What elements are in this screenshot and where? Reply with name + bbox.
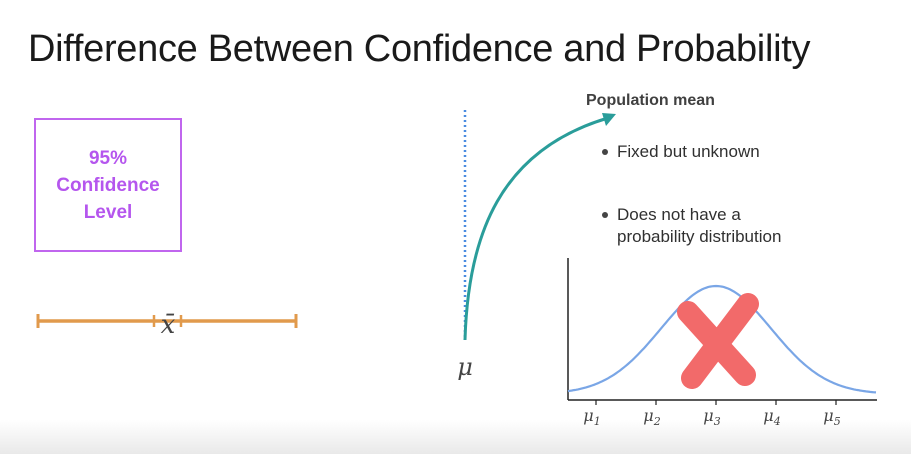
bullet-no-distribution: Does not have a probability distribution (602, 204, 781, 248)
arrow-curve (463, 116, 609, 341)
x-bar-label: x̄ (161, 310, 176, 340)
bullet-fixed-unknown: Fixed but unknown (602, 141, 760, 163)
slide-title: Difference Between Confidence and Probab… (28, 28, 811, 70)
x-tick-label: μ5 (823, 406, 840, 428)
bullet-text-line2: probability distribution (617, 227, 782, 246)
confidence-interval: x̄ (36, 310, 298, 340)
x-tick-label: μ3 (703, 406, 720, 428)
x-tick-label: μ4 (763, 406, 780, 428)
x-tick-label: μ2 (643, 406, 660, 428)
level-word: Level (83, 201, 133, 223)
arrowhead-icon (602, 113, 616, 126)
bottom-fade (0, 420, 911, 454)
population-mean-title: Population mean (586, 92, 715, 109)
mu-label: μ (457, 353, 473, 381)
population-mean-indicator: μ (457, 110, 616, 381)
bullet-text-line1: Does not have a (617, 205, 741, 224)
x-ticks: μ1 μ2 μ3 μ4 μ5 (583, 400, 841, 428)
bell-curve (567, 284, 877, 394)
x-tick-label: μ1 (583, 406, 600, 428)
distribution-chart: μ1 μ2 μ3 μ4 μ5 (567, 258, 877, 428)
cross-stroke-2 (681, 293, 759, 389)
bullet-dot-icon (602, 149, 608, 155)
confidence-percent: 95% (88, 147, 128, 169)
confidence-word: Confidence (56, 174, 160, 196)
bullet-dot-icon (602, 212, 608, 218)
confidence-level-box: 95% Confidence Level (34, 118, 182, 252)
cross-out-mark (677, 293, 759, 389)
bullet-text: Fixed but unknown (617, 142, 760, 161)
